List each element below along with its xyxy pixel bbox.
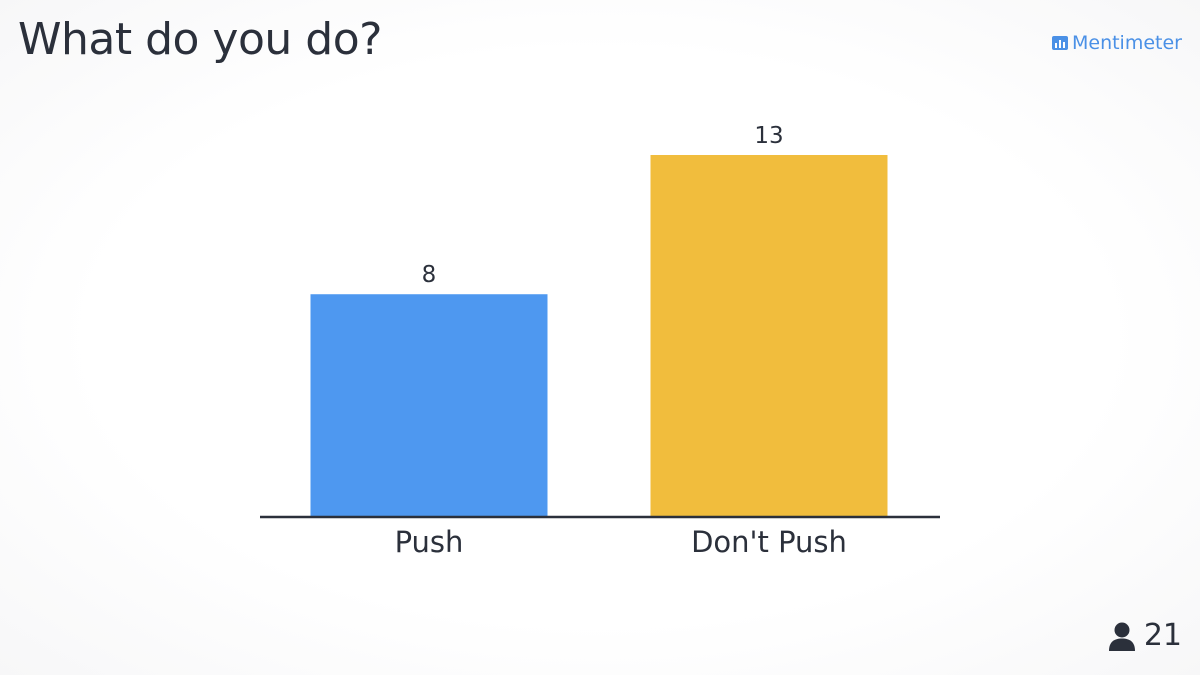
bar-push [310, 294, 548, 517]
category-label: Don't Push [691, 525, 847, 559]
bar-chart-icon [1051, 36, 1068, 50]
slide-title: What do you do? [18, 14, 382, 65]
mentimeter-logo: Mentimeter [1051, 32, 1182, 54]
bar-value-label: 8 [422, 262, 437, 288]
bar-value-label: 13 [754, 123, 783, 149]
bar-don-t-push [650, 155, 888, 517]
participant-count: 21 [1108, 618, 1182, 653]
brand-name: Mentimeter [1071, 32, 1182, 54]
person-icon [1108, 622, 1135, 651]
category-label: Push [395, 525, 464, 559]
participant-count-value: 21 [1143, 618, 1182, 653]
bars-layer [310, 155, 888, 517]
labels-layer: 8 Push 13 Don't Push [395, 123, 847, 559]
